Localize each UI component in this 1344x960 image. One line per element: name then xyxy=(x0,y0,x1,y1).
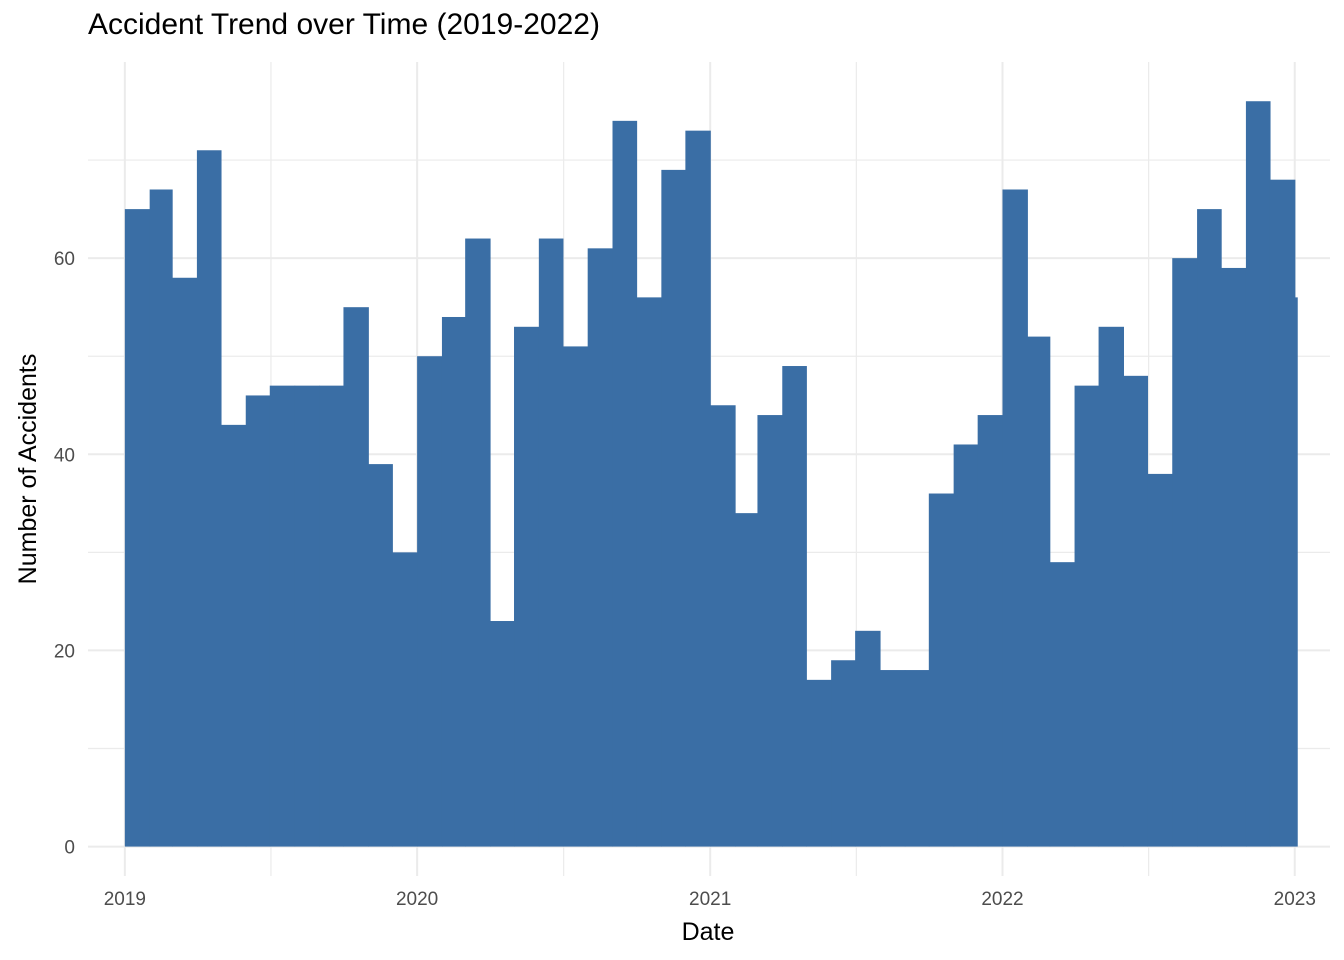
chart-title: Accident Trend over Time (2019-2022) xyxy=(88,8,600,41)
x-tick-label: 2019 xyxy=(104,889,146,910)
y-axis-ticks: 0 20 40 60 xyxy=(54,249,75,858)
bar-2020-10 xyxy=(636,297,662,847)
bar-2019-12 xyxy=(392,552,418,847)
bar-2021-03 xyxy=(757,415,783,847)
bar-2022-08 xyxy=(1172,258,1198,847)
bar-2022-04 xyxy=(1074,385,1100,847)
bar-2020-09 xyxy=(612,120,638,847)
bars xyxy=(124,101,1298,847)
bar-2020-11 xyxy=(661,169,686,847)
bar-2022-06 xyxy=(1123,375,1149,847)
bar-2019-03 xyxy=(172,277,198,847)
bar-2022-07 xyxy=(1147,473,1173,847)
y-tick-label: 40 xyxy=(54,445,75,466)
y-tick-label: 0 xyxy=(64,838,75,859)
bar-2021-04 xyxy=(782,366,807,847)
bar-2020-07 xyxy=(562,346,589,847)
bar-2019-11 xyxy=(368,464,393,847)
bar-2019-04 xyxy=(196,150,222,847)
x-tick-label: 2020 xyxy=(396,889,438,910)
bar-2021-08 xyxy=(879,670,906,847)
bar-2019-01 xyxy=(124,209,151,847)
bar-2019-10 xyxy=(343,307,369,847)
bar-2020-12 xyxy=(685,130,711,847)
bar-2020-03 xyxy=(465,238,491,847)
x-tick-label: 2021 xyxy=(689,889,731,910)
bar-2021-05 xyxy=(806,679,832,847)
bar-2021-02 xyxy=(735,513,759,847)
bar-2019-09 xyxy=(319,385,345,847)
bar-2021-06 xyxy=(831,660,856,847)
bar-2020-02 xyxy=(441,316,466,847)
bar-2019-05 xyxy=(220,424,247,847)
x-axis-title: Date xyxy=(682,918,735,946)
bar-2019-06 xyxy=(245,395,271,847)
bar-2022-10 xyxy=(1221,267,1247,847)
bar-2021-11 xyxy=(953,444,979,847)
y-tick-label: 20 xyxy=(54,641,75,662)
y-tick-label: 60 xyxy=(54,249,75,270)
bar-2021-07 xyxy=(855,630,881,847)
bar-2019-02 xyxy=(149,189,173,847)
bar-2021-10 xyxy=(928,493,955,847)
bar-2021-09 xyxy=(904,670,930,847)
bar-2020-05 xyxy=(514,326,540,847)
y-axis-title: Number of Accidents xyxy=(14,354,42,585)
bar-2022-09 xyxy=(1197,209,1222,847)
bar-2022-11 xyxy=(1245,101,1271,847)
bar-2020-08 xyxy=(587,248,614,847)
bar-2020-06 xyxy=(538,238,564,847)
bar-2019-07 xyxy=(269,385,296,847)
bar-2021-12 xyxy=(977,415,1004,847)
x-axis-ticks: 2019 2020 2021 2022 2023 xyxy=(104,889,1316,910)
bar-2019-08 xyxy=(294,385,321,847)
bar-2022-01 xyxy=(1002,189,1028,847)
bar-final xyxy=(1294,297,1298,847)
bar-2020-01 xyxy=(417,356,443,847)
bar-2020-04 xyxy=(489,621,515,847)
bar-2021-01 xyxy=(710,405,736,847)
bar-2022-12 xyxy=(1269,179,1296,847)
bar-2022-03 xyxy=(1049,562,1076,847)
bar-2022-02 xyxy=(1027,336,1051,847)
bar-2022-05 xyxy=(1098,326,1125,847)
x-tick-label: 2023 xyxy=(1274,889,1316,910)
x-tick-label: 2022 xyxy=(981,889,1023,910)
